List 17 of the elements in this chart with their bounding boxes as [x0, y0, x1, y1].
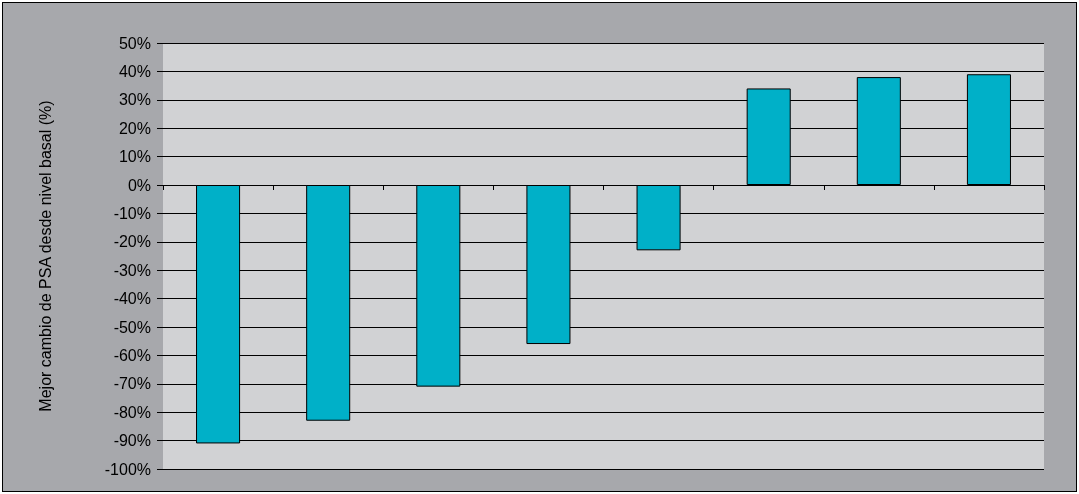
y-tick-label: -40% — [113, 290, 151, 308]
y-tick-label: -80% — [113, 403, 151, 421]
y-tick-label: -10% — [113, 204, 151, 222]
y-tick-label: -70% — [113, 375, 151, 393]
y-tick-label: -100% — [104, 460, 151, 478]
y-tick-label: -60% — [113, 346, 151, 364]
y-tick-label: -50% — [113, 318, 151, 336]
y-tick-label: -30% — [113, 261, 151, 279]
y-tick-label: 10% — [118, 148, 151, 166]
y-tick-label: 20% — [118, 119, 151, 137]
y-tick-label: -20% — [113, 233, 151, 251]
y-tick-label: 30% — [118, 91, 151, 109]
y-tick-label: 50% — [118, 34, 151, 52]
y-tick-label: 40% — [118, 62, 151, 80]
y-tick-label: 0% — [127, 176, 151, 194]
y-axis-title: Mejor cambio de PSA desde nivel basal (%) — [36, 100, 54, 412]
y-tick-label: -90% — [113, 432, 151, 450]
